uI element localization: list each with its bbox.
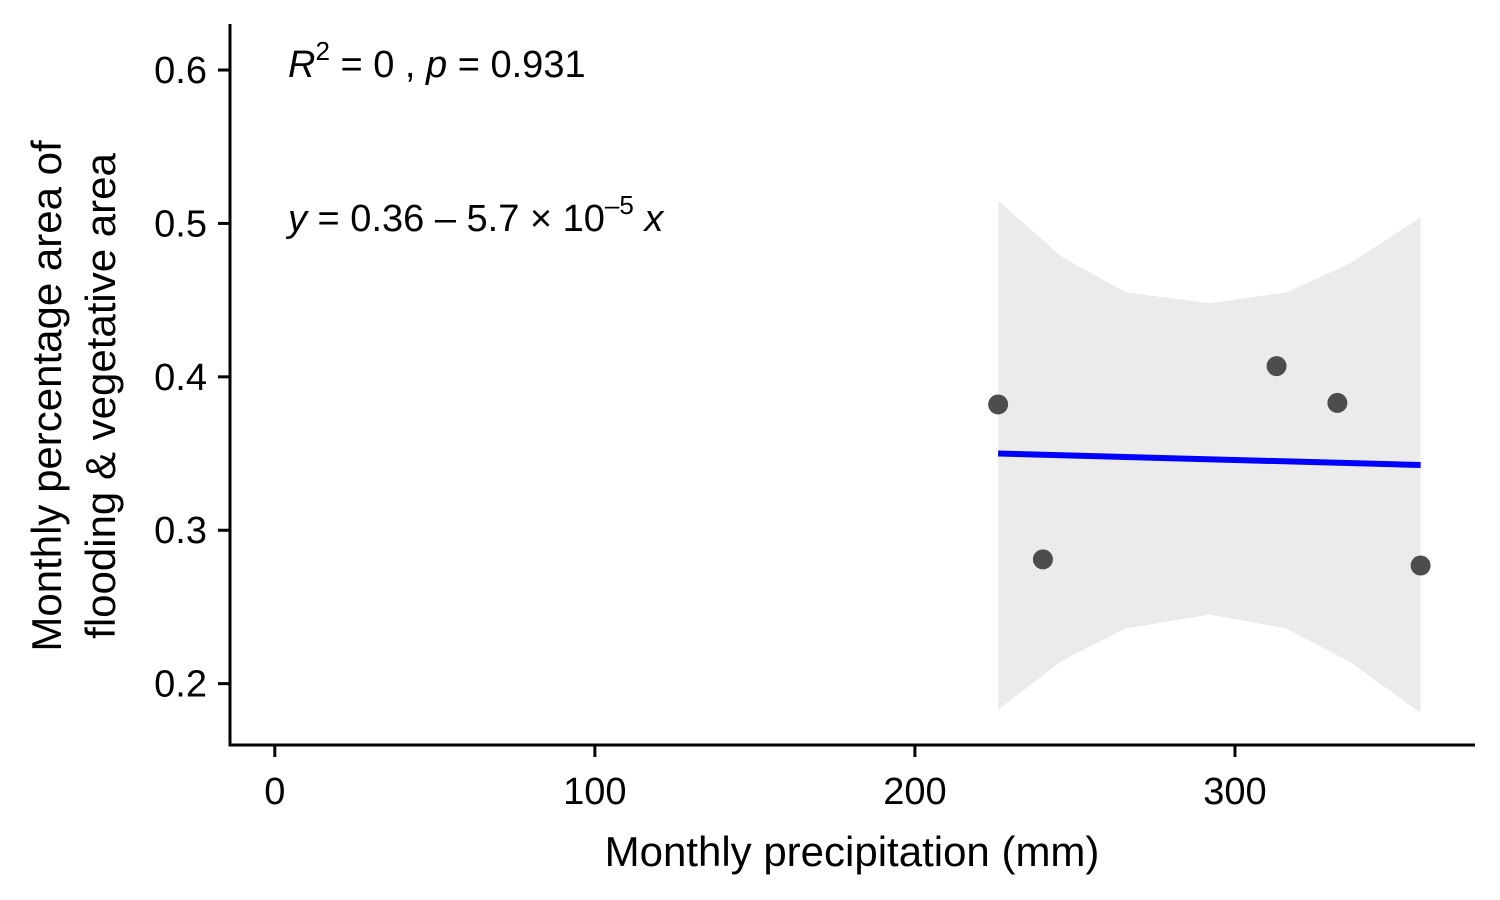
data-point-3 <box>1266 356 1287 377</box>
x-tick-label: 200 <box>883 771 946 813</box>
x-tick-label: 0 <box>264 771 285 813</box>
y-axis-title-line-2: flooding & vegetative area <box>77 153 124 639</box>
regression-line <box>998 450 1421 469</box>
r2-annotation: R2 = 0 , p = 0.931 <box>288 36 586 86</box>
x-ticks-layer: 0 100 200 300 <box>264 745 1267 813</box>
equation-annotation: y = 0.36 – 5.7 × 10–5 x <box>285 190 665 240</box>
regression-line-layer <box>998 450 1421 469</box>
data-points-layer <box>988 356 1431 576</box>
y-tick-label: 0.3 <box>154 510 207 552</box>
data-point-1 <box>988 394 1009 415</box>
x-tick-label: 100 <box>563 771 626 813</box>
y-tick-label: 0.4 <box>154 357 207 399</box>
y-ticks-layer: 0.2 0.3 0.4 0.5 0.6 <box>154 50 230 706</box>
y-axis-title-line-1: Monthly percentage area of <box>23 140 70 652</box>
data-point-4 <box>1327 392 1348 413</box>
data-point-2 <box>1032 549 1053 570</box>
x-tick-label: 300 <box>1203 771 1266 813</box>
y-tick-label: 0.6 <box>154 50 207 92</box>
axes-layer <box>228 24 1475 747</box>
y-tick-label: 0.5 <box>154 203 207 245</box>
y-tick-label: 0.2 <box>154 664 207 706</box>
data-point-5 <box>1410 555 1431 576</box>
x-axis-title: Monthly precipitation (mm) <box>605 828 1100 875</box>
